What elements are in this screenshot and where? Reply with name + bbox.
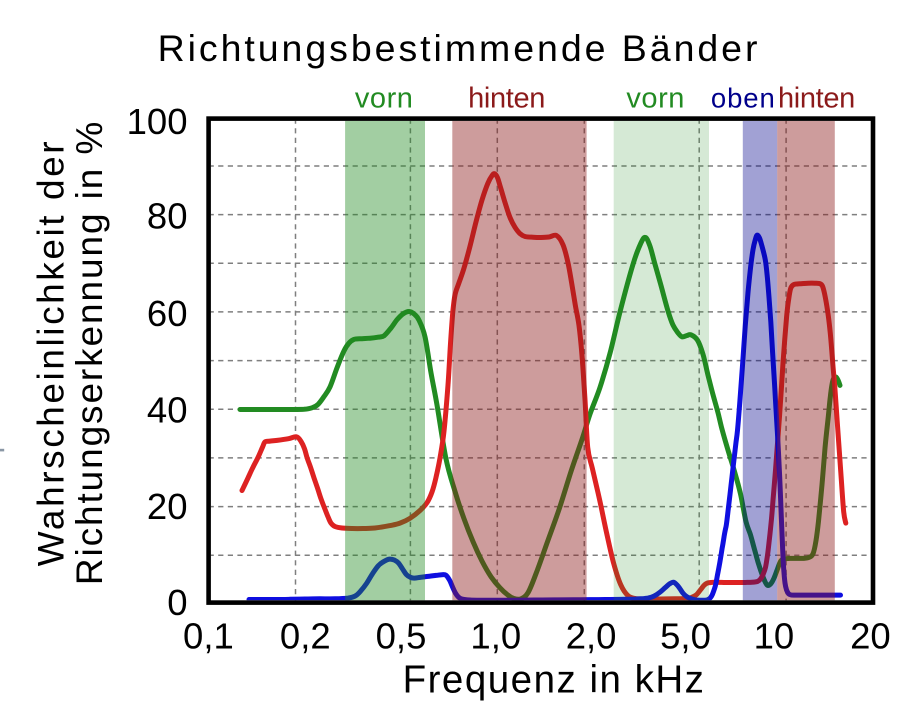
svg-text:0: 0 [167,582,187,623]
svg-text:vorn: vorn [355,83,414,115]
svg-text:80: 80 [147,195,188,236]
svg-text:vorn: vorn [626,83,685,115]
svg-text:0,5: 0,5 [376,616,427,657]
svg-text:5,0: 5,0 [660,616,711,657]
svg-text:Wahrscheinlichkeit der: Wahrscheinlichkeit der [31,139,72,566]
svg-text:0,2: 0,2 [280,616,331,657]
svg-text:100: 100 [127,101,188,142]
svg-text:20: 20 [147,486,188,527]
svg-text:40: 40 [147,390,188,431]
svg-text:20: 20 [850,616,891,657]
svg-text:Frequenz in kHz: Frequenz in kHz [403,659,706,702]
svg-text:oben: oben [711,83,776,114]
svg-text:hinten: hinten [468,83,545,115]
svg-text:1,0: 1,0 [470,616,521,657]
svg-text:hinten: hinten [778,83,855,115]
svg-text:60: 60 [147,293,188,334]
svg-text:2,0: 2,0 [566,616,617,657]
svg-text:Richtungsbestimmende Bänder: Richtungsbestimmende Bänder [158,27,761,69]
svg-text:0,1: 0,1 [183,616,234,657]
svg-text:10: 10 [754,616,795,657]
svg-text:Richtungserkennung in %: Richtungserkennung in % [69,120,110,585]
